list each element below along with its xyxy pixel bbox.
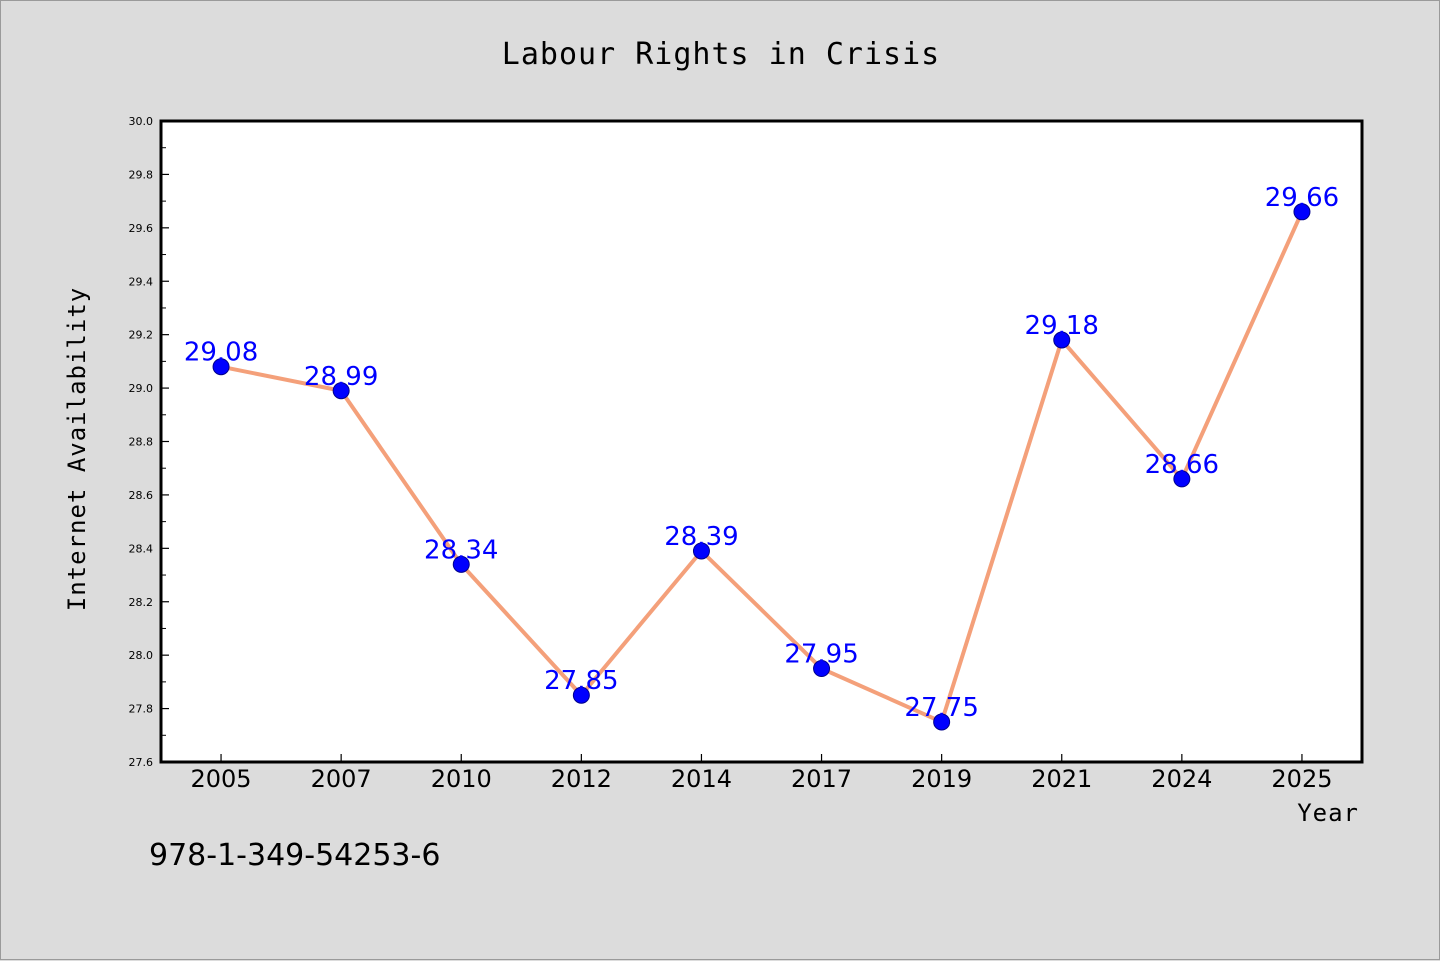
y-tick-label: 30.0: [129, 115, 154, 128]
plot-area: [161, 121, 1362, 762]
data-point: [212, 358, 230, 376]
x-tick-label: 2017: [791, 765, 852, 793]
data-label: 27.75: [904, 693, 978, 723]
data-point: [1053, 331, 1071, 349]
y-tick-label: 29.2: [129, 329, 154, 342]
isbn-annotation: 978-1-349-54253-6: [149, 838, 440, 873]
data-labels: 29.08 28.99 28.34 27.85 28.39 27.95 27.75 29.18…: [184, 183, 1339, 723]
x-tick-label: 2025: [1271, 765, 1332, 793]
data-label: 29.18: [1025, 311, 1099, 341]
x-axis-label: Year: [1297, 799, 1359, 827]
data-label: 28.66: [1145, 450, 1219, 480]
data-point: [572, 686, 590, 704]
x-tick-label: 2014: [671, 765, 732, 793]
chart-title: Labour Rights in Crisis: [502, 37, 940, 72]
x-tick-label: 2019: [911, 765, 972, 793]
x-tick-label: 2005: [191, 765, 252, 793]
y-tick-label: 28.6: [129, 489, 154, 502]
data-series: [212, 203, 1311, 731]
y-tick-label: 28.0: [129, 649, 154, 662]
x-axis: 2005 2007 2010 2012 2014 2017 2019 2021 2024 2025: [191, 754, 1332, 793]
data-label: 27.85: [544, 666, 618, 696]
y-tick-label: 27.6: [129, 756, 154, 769]
data-label: 28.39: [664, 522, 738, 552]
y-tick-label: 28.4: [129, 542, 154, 555]
x-tick-label: 2024: [1151, 765, 1212, 793]
x-tick-label: 2012: [551, 765, 612, 793]
data-point: [813, 660, 831, 678]
data-label: 28.99: [304, 362, 378, 392]
data-point: [1293, 203, 1311, 221]
y-tick-label: 28.8: [129, 436, 154, 449]
data-label: 28.34: [424, 535, 498, 565]
y-axis: 27.6 27.8 28.0 28.2 28.4 28.6 28.8 29.0 29.2 29.4…: [129, 115, 169, 769]
data-label: 27.95: [784, 640, 858, 670]
data-point: [332, 382, 350, 400]
x-tick-label: 2010: [431, 765, 492, 793]
plot-frame: [159, 119, 1364, 764]
x-tick-label: 2021: [1031, 765, 1092, 793]
y-tick-label: 29.6: [129, 222, 154, 235]
data-point: [452, 555, 470, 573]
y-tick-label: 27.8: [129, 703, 154, 716]
y-axis-label: Internet Availability: [63, 287, 91, 611]
x-tick-label: 2007: [311, 765, 372, 793]
data-point: [933, 713, 951, 731]
series-line: [219, 209, 1304, 724]
data-label: 29.08: [184, 338, 258, 368]
data-label: 29.66: [1265, 183, 1339, 213]
data-point: [1173, 470, 1191, 488]
data-point: [692, 542, 710, 560]
y-tick-label: 28.2: [129, 596, 154, 609]
y-tick-label: 29.0: [129, 382, 154, 395]
y-tick-label: 29.4: [129, 275, 154, 288]
y-tick-label: 29.8: [129, 168, 154, 181]
